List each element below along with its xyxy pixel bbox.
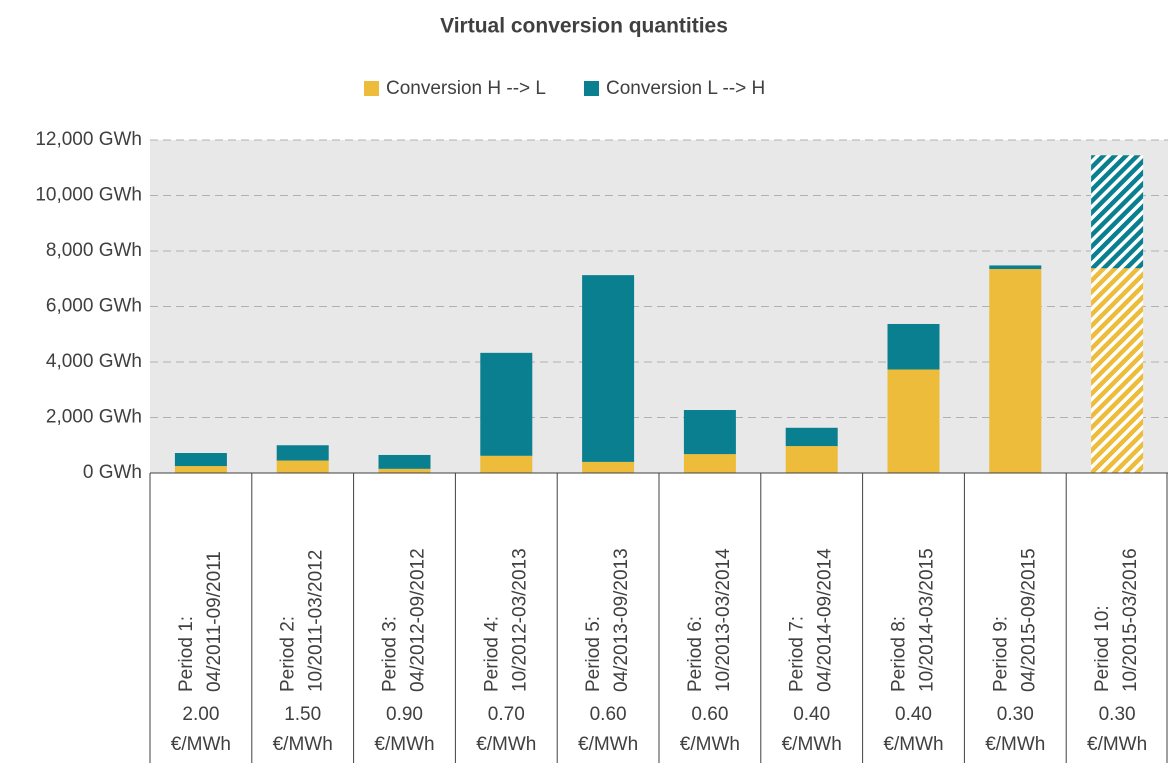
bar-segment	[683, 454, 736, 473]
price-label: 0.60	[590, 704, 627, 725]
bar-segment	[785, 427, 838, 447]
x-tick-label: 04/2013-09/2013	[611, 548, 632, 692]
x-tick-label: 10/2014-03/2015	[917, 548, 938, 692]
bar-segment	[1091, 155, 1144, 269]
legend-label: Conversion L --> H	[606, 78, 765, 99]
price-label: 0.30	[997, 704, 1034, 725]
y-tick-label: 8,000 GWh	[46, 240, 142, 261]
bar-segment	[582, 275, 635, 462]
price-label: 0.90	[386, 704, 423, 725]
price-label: 0.30	[1099, 704, 1136, 725]
y-tick-label: 4,000 GWh	[46, 351, 142, 372]
price-unit: €/MWh	[1087, 734, 1147, 755]
x-tick-label: 04/2012-09/2012	[408, 548, 429, 692]
bar-segment	[276, 445, 329, 461]
legend-label: Conversion H --> L	[386, 78, 546, 99]
x-tick-label: Period 4:	[481, 616, 502, 692]
bar-segment	[785, 446, 838, 473]
price-unit: €/MWh	[476, 734, 536, 755]
y-tick-label: 0 GWh	[83, 462, 142, 483]
x-tick-label: Period 1:	[176, 616, 197, 692]
x-tick-label: Period 10:	[1092, 605, 1113, 692]
bar-segment	[683, 410, 736, 455]
y-tick-label: 10,000 GWh	[35, 185, 142, 206]
bar-segment	[378, 454, 431, 469]
bar-segment	[989, 269, 1042, 473]
y-tick-label: 6,000 GWh	[46, 296, 142, 317]
x-tick-label: Period 2:	[278, 616, 299, 692]
bar-segment	[174, 453, 227, 467]
x-tick-label: 10/2012-03/2013	[509, 548, 530, 692]
bar-segment	[582, 461, 635, 473]
price-unit: €/MWh	[680, 734, 740, 755]
x-tick-label: 04/2011-09/2011	[204, 551, 225, 692]
price-label: 2.00	[182, 704, 219, 725]
price-unit: €/MWh	[578, 734, 638, 755]
x-tick-label: Period 5:	[583, 616, 604, 692]
bar-segment	[989, 265, 1042, 270]
x-tick-label: Period 8:	[889, 616, 910, 692]
legend-swatch	[583, 81, 599, 96]
price-unit: €/MWh	[883, 734, 943, 755]
bar-segment	[276, 460, 329, 473]
x-tick-label: 10/2011-03/2012	[306, 550, 327, 692]
price-unit: €/MWh	[171, 734, 231, 755]
x-tick-label: Period 6:	[685, 616, 706, 692]
price-label: 0.70	[488, 704, 525, 725]
bar-segment	[378, 468, 431, 473]
legend-swatch	[364, 81, 379, 96]
price-unit: €/MWh	[782, 734, 842, 755]
x-tick-label: 10/2013-03/2014	[713, 548, 734, 692]
y-tick-label: 12,000 GWh	[35, 129, 142, 150]
price-label: 0.40	[793, 704, 830, 725]
bar-segment	[174, 466, 227, 473]
bar-segment	[480, 352, 533, 456]
x-tick-label: Period 9:	[990, 616, 1011, 692]
bar-segment	[887, 369, 940, 473]
bar-segment	[887, 323, 940, 370]
x-tick-label: 04/2015-09/2015	[1018, 548, 1039, 692]
y-tick-label: 2,000 GWh	[46, 407, 142, 428]
price-unit: €/MWh	[985, 734, 1045, 755]
x-tick-label: 04/2014-09/2014	[815, 548, 836, 692]
price-unit: €/MWh	[273, 734, 333, 755]
bar-segment	[480, 455, 533, 473]
price-label: 0.40	[895, 704, 932, 725]
x-tick-label: 10/2015-03/2016	[1120, 548, 1141, 692]
price-unit: €/MWh	[374, 734, 434, 755]
x-tick-label: Period 7:	[787, 616, 808, 692]
x-tick-label: Period 3:	[380, 616, 401, 692]
price-label: 0.60	[691, 704, 728, 725]
bar-segment	[1091, 268, 1144, 473]
chart-title: Virtual conversion quantities	[440, 15, 728, 38]
price-label: 1.50	[284, 704, 321, 725]
